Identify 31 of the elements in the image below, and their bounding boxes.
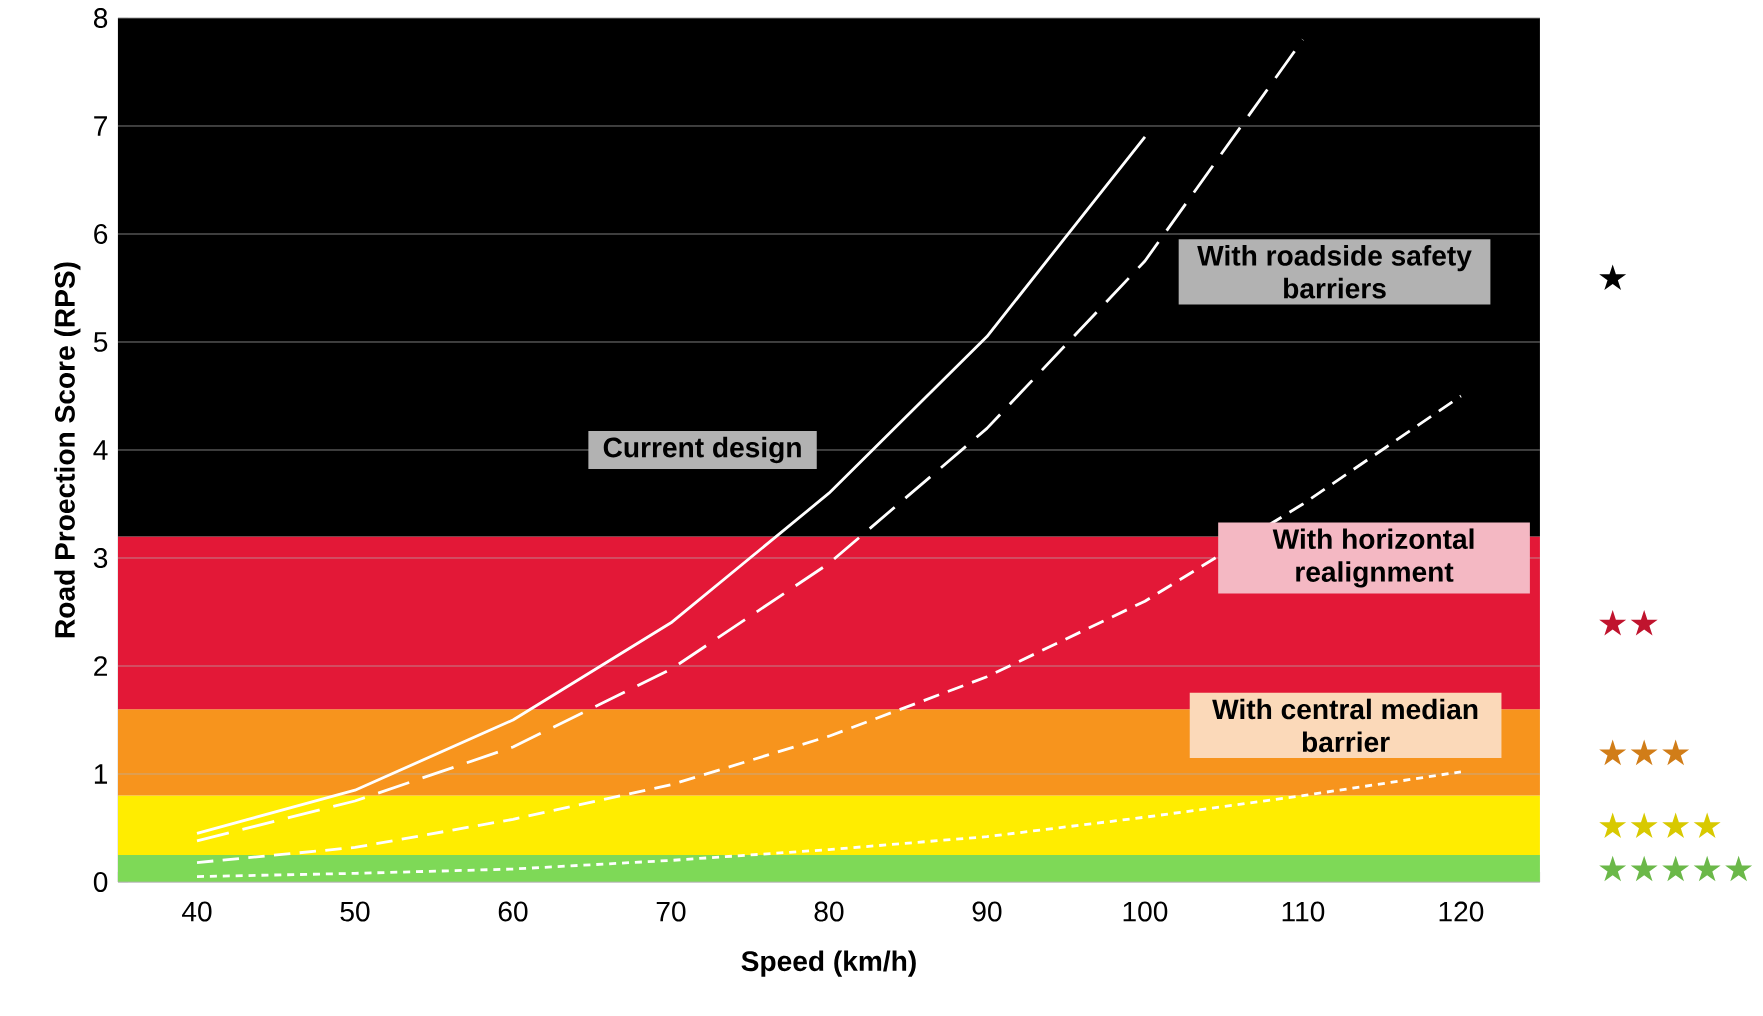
band-label: ★★ bbox=[1599, 610, 1658, 636]
x-axis-title: Speed (km/h) bbox=[741, 950, 916, 977]
series-label: With central median barrier bbox=[1212, 698, 1478, 753]
y-tick-label: 6 bbox=[94, 224, 108, 244]
y-axis-title: Road Proection Score (RPS) bbox=[54, 262, 81, 638]
y-tick-label: 0 bbox=[93, 872, 108, 892]
x-tick-label: 120 bbox=[1439, 901, 1484, 922]
line-series bbox=[195, 770, 1463, 879]
x-tick-label: 100 bbox=[1123, 901, 1168, 922]
y-tick-label: 8 bbox=[93, 8, 108, 28]
band-label: ★★★★ bbox=[1599, 812, 1721, 839]
y-tick-label: 4 bbox=[93, 440, 108, 460]
band-label: ★★★ bbox=[1599, 739, 1690, 766]
y-tick-label: 2 bbox=[94, 656, 107, 676]
y-tick-label: 1 bbox=[94, 764, 108, 784]
y-tick-label: 7 bbox=[94, 116, 107, 136]
x-tick-label: 90 bbox=[972, 901, 1002, 922]
y-tick-label: 5 bbox=[93, 332, 108, 352]
series-label: With horizontal realignment bbox=[1272, 528, 1474, 588]
band-label: ★ bbox=[1599, 264, 1627, 290]
line-series bbox=[195, 135, 1147, 835]
band-label: ★★★★★ bbox=[1599, 855, 1753, 882]
x-tick-label: 70 bbox=[656, 901, 686, 922]
x-tick-label: 110 bbox=[1282, 901, 1325, 922]
x-tick-label: 60 bbox=[498, 901, 528, 922]
x-tick-label: 50 bbox=[340, 901, 370, 922]
series-label: Current design bbox=[603, 436, 801, 464]
x-tick-label: 40 bbox=[182, 901, 212, 922]
series-label: With roadside safety barriers bbox=[1197, 245, 1472, 299]
x-tick-label: 80 bbox=[814, 901, 844, 922]
y-tick-label: 3 bbox=[93, 548, 108, 568]
